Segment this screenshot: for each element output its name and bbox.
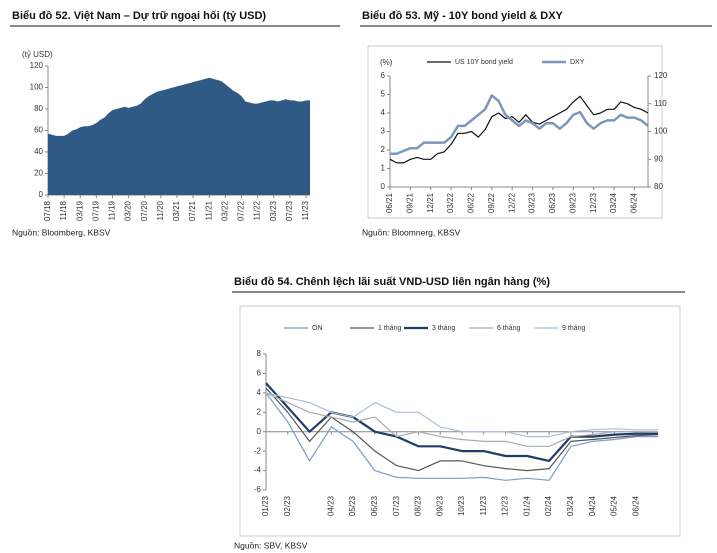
y-tick-label: 8 bbox=[257, 349, 262, 358]
x-tick-label: 11/23 bbox=[479, 495, 488, 515]
legend-label: 1 tháng bbox=[378, 325, 401, 332]
y-tick-label: 0 bbox=[381, 182, 386, 191]
y-tick-label: 3 bbox=[381, 127, 386, 136]
series-line bbox=[389, 95, 649, 164]
x-tick-label: 09/21 bbox=[405, 192, 414, 213]
y-tick-label: 6 bbox=[381, 71, 386, 80]
x-tick-label: 03/24 bbox=[566, 495, 575, 516]
y-axis-label: (tỷ USD) bbox=[22, 50, 53, 59]
y-tick-label: 0 bbox=[257, 427, 262, 436]
x-tick-label: 10/23 bbox=[457, 495, 466, 516]
x-tick-label: 07/19 bbox=[91, 200, 100, 221]
legend-label: 9 tháng bbox=[562, 325, 585, 332]
y-tick-label: -2 bbox=[254, 446, 262, 455]
series-line bbox=[265, 392, 658, 438]
y-tick-label: 60 bbox=[34, 126, 43, 135]
y2-tick-label: 90 bbox=[654, 154, 663, 163]
x-tick-label: 06/24 bbox=[631, 495, 640, 516]
x-tick-label: 02/24 bbox=[544, 495, 553, 516]
x-tick-label: 05/23 bbox=[348, 495, 357, 516]
y-tick-label: 1 bbox=[381, 164, 386, 173]
y-tick-label: 80 bbox=[34, 104, 43, 113]
x-tick-label: 06/23 bbox=[370, 495, 379, 516]
x-tick-label: 01/24 bbox=[522, 495, 531, 516]
x-tick-label: 03/23 bbox=[269, 200, 278, 221]
x-tick-label: 02/23 bbox=[283, 495, 292, 516]
x-tick-label: 07/21 bbox=[188, 200, 197, 221]
legend-label: ON bbox=[312, 325, 323, 332]
chart-frame bbox=[367, 45, 663, 219]
series-line bbox=[265, 392, 658, 481]
x-tick-label: 05/24 bbox=[610, 495, 619, 516]
x-tick-label: 03/22 bbox=[446, 192, 455, 213]
x-tick-label: 11/18 bbox=[59, 200, 68, 220]
source-note: Nguồn: Bloomberg, KBSV bbox=[12, 227, 111, 237]
x-tick-label: 07/20 bbox=[140, 200, 149, 221]
x-tick-label: 03/22 bbox=[220, 200, 229, 221]
area bbox=[48, 77, 310, 195]
x-tick-label: 08/23 bbox=[414, 495, 423, 516]
x-tick-label: 12/22 bbox=[507, 192, 516, 213]
legend-label: US 10Y bond yield bbox=[455, 59, 513, 66]
y-tick-label: 100 bbox=[30, 83, 44, 92]
x-tick-label: 03/24 bbox=[609, 192, 618, 213]
y-tick-label: 0 bbox=[39, 190, 44, 199]
x-tick-label: 09/23 bbox=[568, 192, 577, 213]
x-tick-label: 04/23 bbox=[326, 495, 335, 516]
y2-tick-label: 80 bbox=[654, 182, 663, 191]
chart-title: Biểu đồ 53. Mỹ - 10Y bond yield & DXY bbox=[362, 10, 564, 22]
x-tick-label: 12/21 bbox=[426, 192, 435, 213]
x-tick-label: 11/23 bbox=[301, 200, 310, 220]
y-tick-label: 5 bbox=[381, 90, 386, 99]
x-tick-label: 07/23 bbox=[392, 495, 401, 516]
legend-label: DXY bbox=[570, 59, 585, 66]
x-tick-label: 06/21 bbox=[385, 192, 394, 213]
chart-title: Biểu đồ 52. Việt Nam – Dự trữ ngoại hối … bbox=[12, 10, 266, 22]
x-tick-label: 06/24 bbox=[630, 192, 639, 213]
x-tick-label: 09/22 bbox=[487, 192, 496, 213]
x-tick-label: 12/23 bbox=[501, 495, 510, 516]
x-tick-label: 03/20 bbox=[124, 200, 133, 221]
y-tick-label: 20 bbox=[34, 169, 43, 178]
x-tick-label: 01/23 bbox=[261, 495, 270, 516]
legend-label: 3 tháng bbox=[432, 325, 455, 332]
x-tick-label: 04/24 bbox=[588, 495, 597, 516]
x-tick-label: 11/22 bbox=[253, 200, 262, 220]
y2-tick-label: 100 bbox=[654, 127, 668, 136]
chart-title: Biểu đồ 54. Chênh lệch lãi suất VND-USD … bbox=[234, 276, 550, 288]
series-line bbox=[265, 392, 658, 447]
x-tick-label: 12/23 bbox=[589, 192, 598, 213]
x-tick-label: 09/23 bbox=[435, 495, 444, 516]
y-tick-label: 4 bbox=[381, 108, 386, 117]
y-tick-label: 6 bbox=[257, 369, 262, 378]
x-tick-label: 07/23 bbox=[285, 200, 294, 221]
x-tick-label: 06/23 bbox=[548, 192, 557, 213]
chart-frame bbox=[239, 305, 681, 537]
legend-label: 6 tháng bbox=[497, 325, 520, 332]
y-tick-label: 4 bbox=[257, 388, 262, 397]
x-tick-label: 07/18 bbox=[43, 200, 52, 221]
x-tick-label: 11/20 bbox=[156, 200, 165, 220]
x-tick-label: 07/22 bbox=[237, 200, 246, 221]
x-tick-label: 03/21 bbox=[172, 200, 181, 221]
x-tick-label: 11/21 bbox=[204, 200, 213, 220]
series-line bbox=[390, 94, 649, 155]
source-note: Nguồn: SBV, KBSV bbox=[234, 540, 308, 550]
y-axis-label: (%) bbox=[380, 58, 393, 67]
y2-tick-label: 120 bbox=[654, 71, 668, 80]
y-tick-label: 120 bbox=[30, 61, 44, 70]
x-tick-label: 03/19 bbox=[75, 200, 84, 221]
source-note: Nguồn: Bloomnerg, KBSV bbox=[362, 227, 461, 237]
y-tick-label: 2 bbox=[381, 145, 386, 154]
y-tick-label: 2 bbox=[257, 407, 262, 416]
x-tick-label: 06/22 bbox=[467, 192, 476, 213]
y2-tick-label: 110 bbox=[654, 99, 667, 108]
x-tick-label: 03/23 bbox=[528, 192, 537, 213]
y-tick-label: -6 bbox=[254, 485, 262, 494]
series-line bbox=[265, 382, 658, 462]
y-tick-label: -4 bbox=[254, 466, 262, 475]
x-tick-label: 11/19 bbox=[108, 200, 117, 220]
y-tick-label: 40 bbox=[34, 147, 43, 156]
